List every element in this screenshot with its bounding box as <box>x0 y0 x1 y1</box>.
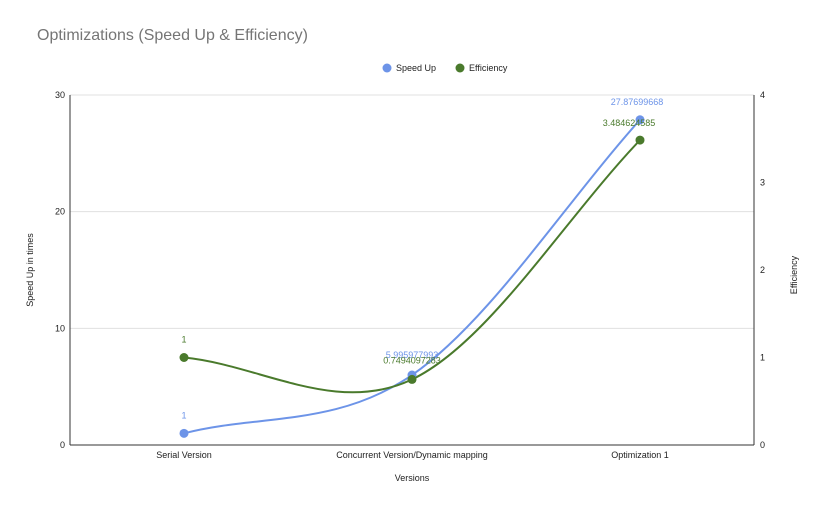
x-tick-label: Serial Version <box>156 450 212 460</box>
y2-tick-label: 2 <box>760 265 765 275</box>
speed-up-data-label: 1 <box>181 410 186 420</box>
speed-up-data-label: 27.87699668 <box>611 97 664 107</box>
chart-title: Optimizations (Speed Up & Efficiency) <box>37 27 308 44</box>
y-axis-title: Speed Up in times <box>25 233 35 307</box>
legend: Speed Up Efficiency <box>382 63 508 73</box>
legend-label-speed-up: Speed Up <box>396 63 436 73</box>
x-axis-ticks: Serial Version Concurrent Version/Dynamic… <box>156 450 669 460</box>
efficiency-point <box>635 135 645 145</box>
y2-tick-label: 3 <box>760 178 765 188</box>
y-tick-label: 30 <box>55 90 65 100</box>
y-tick-label: 20 <box>55 207 65 217</box>
legend-marker-efficiency <box>455 63 465 73</box>
legend-marker-speed-up <box>382 63 392 73</box>
left-axis-ticks: 0 10 20 30 <box>55 90 65 450</box>
axes <box>69 95 755 446</box>
efficiency-point <box>179 353 189 362</box>
x-tick-label: Concurrent Version/Dynamic mapping <box>336 450 488 460</box>
y-tick-label: 0 <box>60 440 65 450</box>
speed-up-line <box>183 119 641 435</box>
efficiency-point <box>407 374 417 384</box>
efficiency-data-label: 1 <box>181 335 186 345</box>
series-layer: 1 5.995977993 27.87699668 1 0.7494097283 3.48… <box>179 97 664 438</box>
x-axis-title: Versions <box>395 473 430 483</box>
speed-up-point <box>179 428 189 438</box>
speed-up-data-label: 5.995977993 <box>386 350 439 360</box>
efficiency-line <box>183 139 641 394</box>
y2-tick-label: 1 <box>760 353 765 363</box>
x-tick-label: Optimization 1 <box>611 450 669 460</box>
efficiency-data-label: 3.484624585 <box>603 118 656 128</box>
y2-tick-label: 4 <box>760 90 765 100</box>
y2-tick-label: 0 <box>760 440 765 450</box>
y2-axis-title: Efficiency <box>789 255 799 294</box>
y-tick-label: 10 <box>55 323 65 333</box>
speed-up-point <box>635 115 645 125</box>
right-axis-ticks: 0 1 2 3 4 <box>760 90 765 450</box>
gridlines <box>70 94 754 329</box>
efficiency-data-label: 0.7494097283 <box>383 355 441 365</box>
legend-label-efficiency: Efficiency <box>469 63 508 73</box>
